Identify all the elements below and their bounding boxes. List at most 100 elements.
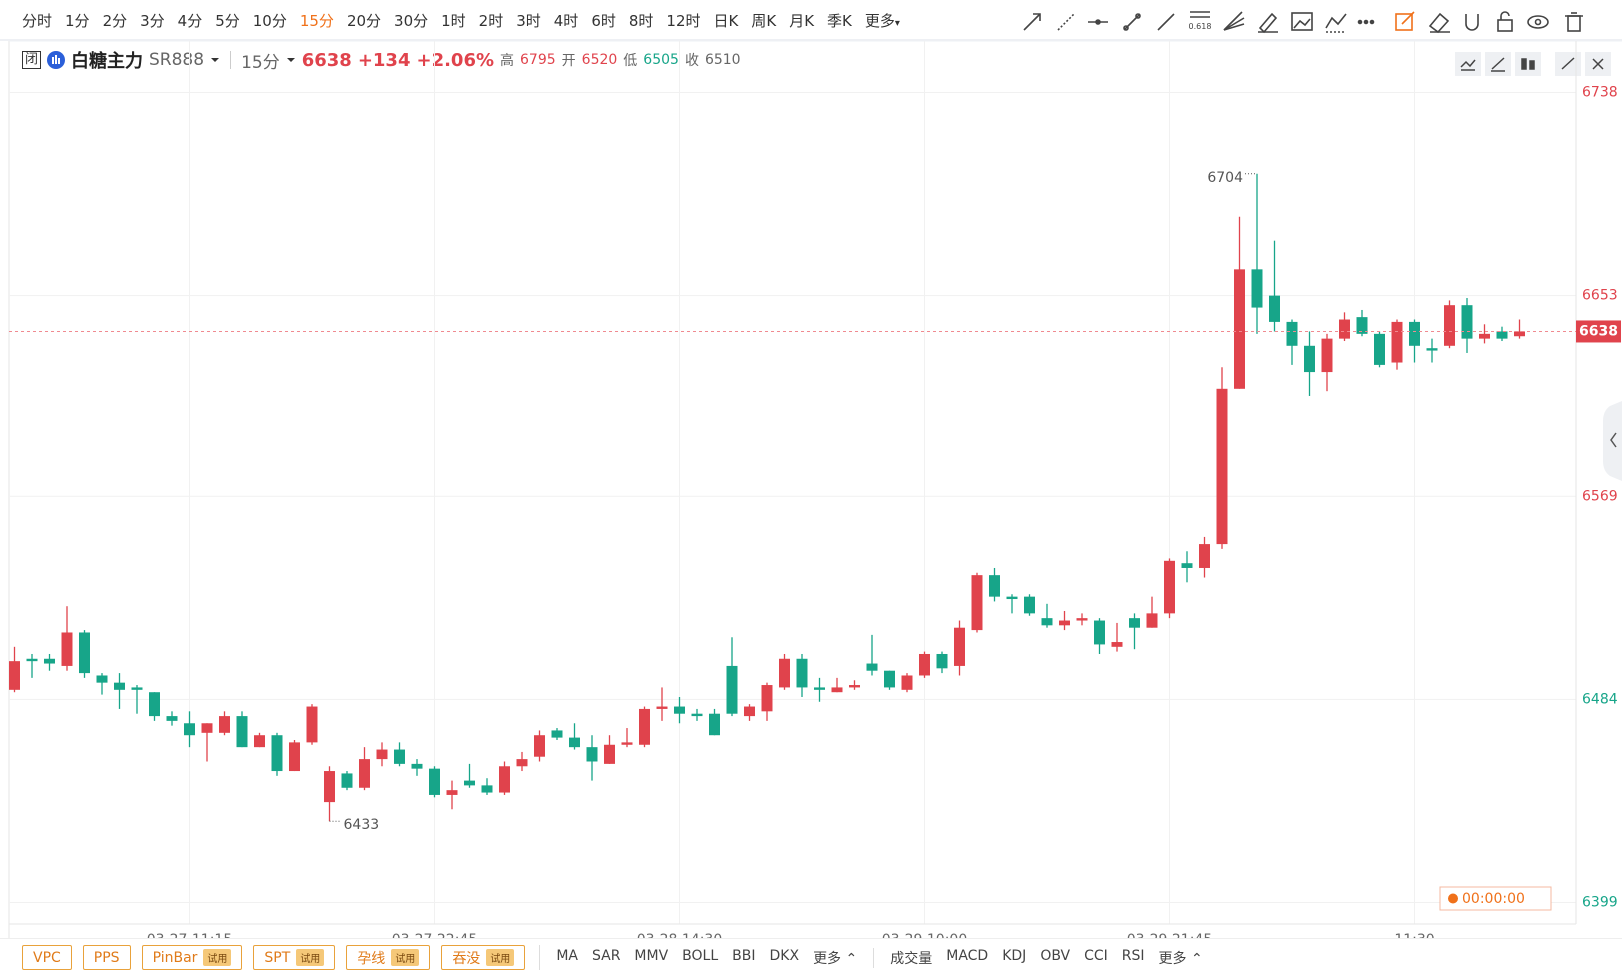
- tool-extended-line[interactable]: [1057, 13, 1075, 31]
- interval-more[interactable]: 更多▾: [865, 10, 900, 31]
- btn-close[interactable]: [1585, 52, 1611, 76]
- indicator-more[interactable]: 更多 ⌃: [1159, 948, 1203, 968]
- interval-option[interactable]: 月K: [789, 11, 815, 30]
- candle-body: [1409, 321, 1420, 346]
- candle-body: [324, 771, 335, 803]
- tool-magnet[interactable]: [1465, 14, 1479, 31]
- candle-body: [936, 653, 948, 669]
- price-change: +134: [357, 49, 411, 71]
- interval-option[interactable]: 12时: [666, 11, 701, 30]
- indicator[interactable]: MACD: [946, 947, 989, 964]
- candle-body: [726, 665, 738, 714]
- indicator[interactable]: CCI: [1084, 947, 1108, 964]
- indicator[interactable]: RSI: [1121, 947, 1145, 964]
- price-change-pct: +2.06%: [416, 49, 495, 71]
- interval-option[interactable]: 20分: [346, 11, 382, 30]
- trial-tag: 试用: [391, 949, 420, 966]
- indicator-more[interactable]: 更多 ⌃: [813, 948, 857, 968]
- indicator[interactable]: DKX: [769, 947, 800, 964]
- interval-option[interactable]: 10分: [252, 11, 287, 30]
- candle-body: [656, 706, 668, 709]
- candle-body: [1234, 269, 1245, 389]
- candle-body: [1146, 613, 1158, 628]
- interval-option[interactable]: 4时: [553, 11, 579, 30]
- pattern-button[interactable]: 孕线 试用: [346, 945, 431, 970]
- btn-indicator[interactable]: [1455, 52, 1481, 76]
- candle-body: [516, 759, 528, 767]
- indicator[interactable]: MA: [556, 947, 578, 964]
- indicator[interactable]: KDJ: [1002, 947, 1027, 964]
- indicator[interactable]: BBI: [732, 947, 756, 964]
- candle-body: [674, 706, 685, 714]
- candle-body: [586, 747, 598, 762]
- y-tick-label: 6738: [1582, 85, 1618, 101]
- candle-body: [44, 658, 55, 664]
- interval-option[interactable]: 1时: [441, 11, 466, 30]
- symbol-name[interactable]: 白糖主力: [71, 51, 144, 72]
- tool-image[interactable]: [1291, 12, 1313, 31]
- sub-indicators: 成交量 MACD KDJ OBV CCI RSI 更多 ⌃: [873, 947, 1218, 968]
- pattern-button[interactable]: SPT 试用: [253, 945, 336, 970]
- candle-body: [1496, 331, 1508, 339]
- interval-option[interactable]: 5分: [215, 11, 240, 30]
- pattern-button[interactable]: VPC: [22, 945, 72, 970]
- x-tick-label: 11:30: [1394, 932, 1434, 938]
- candle-body: [166, 716, 178, 721]
- candle-body: [866, 663, 878, 671]
- candle-body: [1024, 596, 1035, 614]
- tool-draw-toggle[interactable]: [1395, 11, 1415, 31]
- tool-brush[interactable]: [1258, 12, 1278, 34]
- interval-option[interactable]: 季K: [827, 11, 852, 30]
- indicator[interactable]: MMV: [634, 947, 669, 964]
- interval-option[interactable]: 日K: [713, 11, 739, 30]
- pattern-button[interactable]: PPS: [82, 945, 131, 970]
- tool-wave[interactable]: [1325, 13, 1347, 33]
- tool-ray[interactable]: [1023, 13, 1041, 31]
- candle-body: [709, 713, 720, 736]
- btn-fullscreen[interactable]: [1555, 52, 1581, 76]
- symbol-code[interactable]: SR888: [149, 50, 205, 70]
- candle-body: [289, 742, 300, 772]
- tool-eraser[interactable]: [1428, 12, 1450, 34]
- tool-more[interactable]: [1357, 19, 1375, 25]
- interval-option[interactable]: 8时: [628, 11, 654, 30]
- candle-body: [971, 575, 983, 631]
- candle-body: [1286, 321, 1298, 346]
- interval-option[interactable]: 2时: [478, 11, 504, 30]
- candle-body: [96, 675, 108, 683]
- interval-option[interactable]: 3时: [516, 11, 541, 30]
- close-label: 收: [684, 53, 699, 69]
- indicator[interactable]: 成交量: [890, 950, 933, 967]
- pattern-button[interactable]: PinBar 试用: [141, 945, 243, 970]
- btn-style[interactable]: [1515, 52, 1541, 76]
- interval-option[interactable]: 6时: [591, 11, 616, 30]
- interval-option[interactable]: 30分: [394, 11, 429, 30]
- interval-option[interactable]: 15分: [299, 11, 334, 30]
- btn-draw[interactable]: [1485, 52, 1511, 76]
- last-price-box: [1576, 320, 1621, 343]
- indicator[interactable]: OBV: [1040, 947, 1071, 964]
- indicator[interactable]: BOLL: [682, 947, 719, 964]
- candle-body: [481, 785, 493, 793]
- tool-fib[interactable]: 0.618: [1189, 11, 1212, 31]
- tool-horizontal-line[interactable]: [1088, 19, 1108, 25]
- interval-option[interactable]: 4分: [177, 11, 203, 30]
- interval[interactable]: 15分: [241, 52, 280, 73]
- tool-lock[interactable]: [1497, 11, 1513, 32]
- tool-delete[interactable]: [1565, 12, 1583, 32]
- last-price: 6638: [301, 49, 352, 71]
- pattern-button[interactable]: 吞没 试用: [441, 945, 526, 970]
- tool-pen[interactable]: [1157, 13, 1175, 31]
- tool-fan[interactable]: [1223, 11, 1245, 31]
- interval-option[interactable]: 周K: [751, 11, 777, 30]
- candle-body: [1461, 305, 1473, 339]
- interval-option[interactable]: 3分: [140, 11, 165, 30]
- interval-option[interactable]: 分时: [22, 11, 53, 30]
- candle-body: [1251, 269, 1263, 308]
- interval-option[interactable]: 2分: [102, 11, 128, 30]
- indicator[interactable]: SAR: [591, 947, 621, 964]
- tool-visibility[interactable]: [1527, 15, 1549, 29]
- more-text: 更多: [1158, 950, 1187, 967]
- interval-option[interactable]: 1分: [65, 11, 90, 30]
- tool-segment[interactable]: [1123, 13, 1141, 31]
